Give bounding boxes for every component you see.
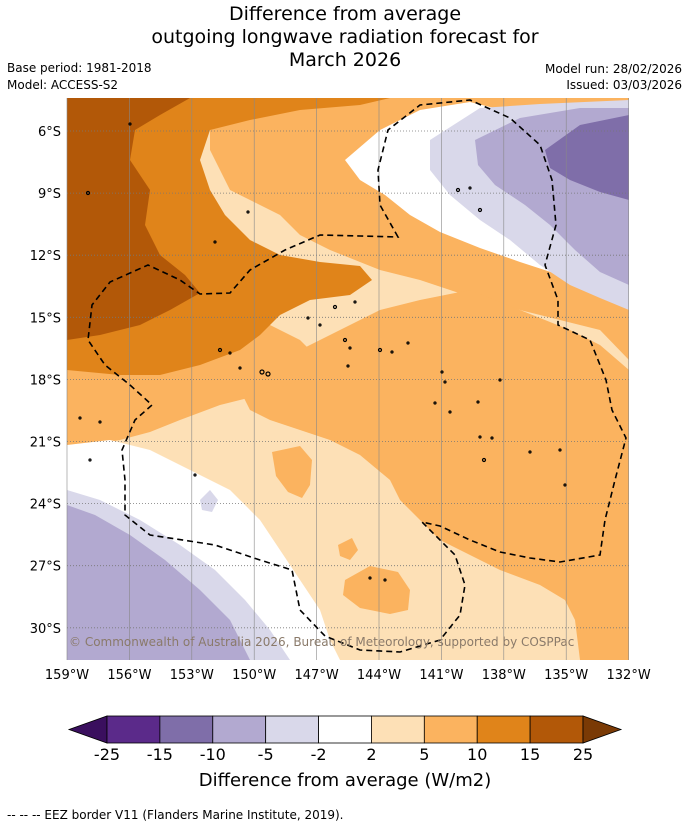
- lon-label: 141°W: [419, 668, 463, 683]
- colorbar-segment: [159, 715, 214, 744]
- lat-label: 21°S: [30, 436, 61, 451]
- lon-label: 153°W: [170, 668, 214, 683]
- colorbar-segment: [265, 715, 319, 744]
- colorbar-tick-label: -10: [199, 745, 226, 764]
- title-line-2: outgoing longwave radiation forecast for: [151, 26, 539, 48]
- colorbar-extend-high: [582, 715, 623, 744]
- lon-label: 147°W: [295, 668, 339, 683]
- colorbar-segment: [529, 715, 584, 744]
- band-15-25: [67, 98, 200, 340]
- colorbar: [67, 715, 623, 744]
- model-run: Model run: 28/02/2026: [544, 62, 682, 76]
- lon-label: 144°W: [357, 668, 401, 683]
- lon-label: 138°W: [482, 668, 526, 683]
- colorbar-segment: [106, 715, 161, 744]
- lat-label: 30°S: [30, 622, 61, 637]
- lon-label: 156°W: [107, 668, 151, 683]
- lat-label: 9°S: [38, 187, 61, 202]
- blob-5-10-a: [272, 446, 312, 498]
- issued-date: Issued: 03/03/2026: [566, 78, 682, 92]
- base-period: Base period: 1981-2018: [7, 61, 152, 75]
- anomaly-fill: [67, 98, 629, 660]
- band-5-10-east: [240, 290, 629, 660]
- colorbar-segment: [476, 715, 531, 744]
- copyright-notice: © Commonwealth of Australia 2026, Bureau…: [69, 635, 574, 649]
- blob-m2-m5: [200, 490, 218, 512]
- colorbar-segment: [423, 715, 478, 744]
- colorbar-tick-label: -5: [257, 745, 274, 764]
- colorbar-tick-label: -15: [146, 745, 173, 764]
- lat-label: 27°S: [30, 560, 61, 575]
- colorbar-tick-label: 2: [366, 745, 377, 764]
- colorbar-tick-label: -2: [310, 745, 327, 764]
- lat-label: 15°S: [30, 311, 61, 326]
- lat-label: 6°S: [38, 125, 61, 140]
- lon-label: 135°W: [544, 668, 588, 683]
- lon-label: 132°W: [607, 668, 651, 683]
- model-name: Model: ACCESS-S2: [7, 78, 119, 92]
- colorbar-tick-label: -25: [93, 745, 121, 764]
- colorbar-tick-label: 5: [419, 745, 430, 764]
- band-m5-m10-lower: [67, 505, 250, 660]
- eez-border: [87, 99, 627, 653]
- islands: [78, 122, 567, 582]
- eez-legend-note: -- -- -- EEZ border V11 (Flanders Marine…: [7, 808, 344, 822]
- title-line-3: March 2026: [288, 49, 402, 71]
- lon-label: 159°W: [45, 668, 89, 683]
- lon-label: 150°W: [232, 668, 276, 683]
- colorbar-extend-low: [67, 715, 108, 744]
- colorbar-tick-label: 25: [572, 745, 594, 764]
- blob-5-10-c: [338, 538, 358, 560]
- lat-label: 24°S: [30, 498, 61, 513]
- title-line-1: Difference from average: [228, 3, 462, 25]
- lat-label: 18°S: [30, 373, 61, 388]
- longitude-labels: 159°W 156°W 153°W 150°W 147°W 144°W 141°W 138°W…: [45, 668, 651, 683]
- colorbar-segment: [371, 715, 425, 744]
- lat-label: 12°S: [30, 249, 61, 264]
- colorbar-title: Difference from average (W/m2): [198, 770, 492, 791]
- blob-5-10-b: [343, 566, 410, 614]
- colorbar-segment: [318, 715, 372, 744]
- colorbar-tick-label: 10: [467, 745, 488, 764]
- gridlines: [66, 98, 629, 660]
- latitude-labels: 6°S 9°S 12°S 15°S 18°S 21°S 24°S 27°S 30°S: [30, 125, 61, 637]
- colorbar-segment: [212, 715, 267, 744]
- colorbar-tick-label: 15: [519, 745, 541, 764]
